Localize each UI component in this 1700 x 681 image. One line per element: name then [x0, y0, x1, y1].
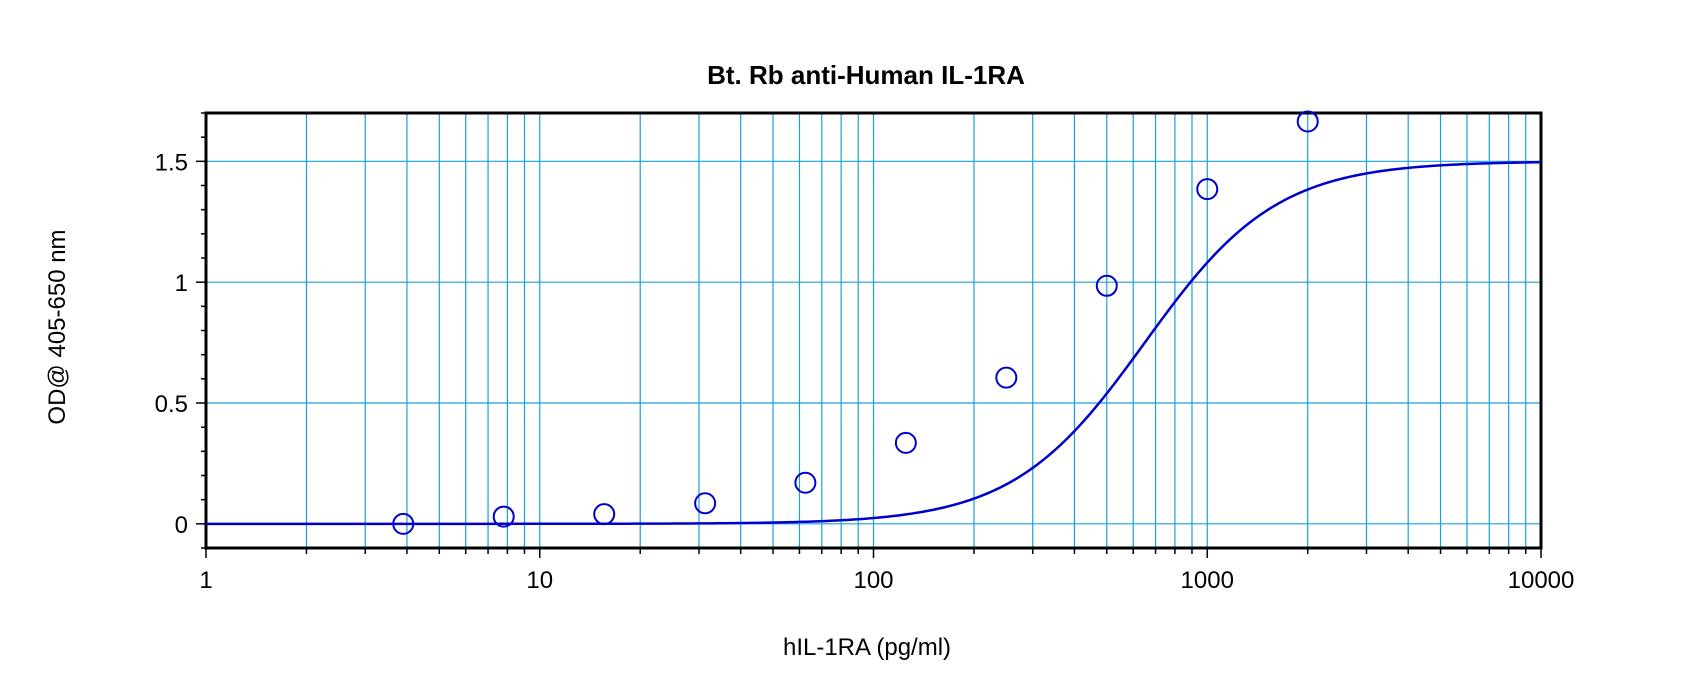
x-tick-label: 10: [526, 567, 553, 594]
data-point: [995, 366, 1018, 389]
x-axis-label: hIL-1RA (pg/ml): [783, 634, 951, 661]
y-tick-label: 1.5: [155, 149, 188, 176]
chart-title: Bt. Rb anti-Human IL-1RA: [707, 60, 1025, 90]
data-point: [1095, 274, 1118, 297]
data-point: [492, 505, 515, 528]
y-tick-label: 0.5: [155, 391, 188, 418]
y-tick-label: 0: [175, 512, 188, 539]
curve-layer: [206, 160, 1542, 526]
x-tick-label: 1000: [1181, 567, 1234, 594]
y-axis-label: OD@ 405-650 nm: [44, 229, 71, 424]
fit-curve: [206, 160, 1542, 526]
data-point: [593, 503, 616, 526]
x-tick-label: 100: [853, 567, 893, 594]
data-point: [694, 492, 717, 515]
y-tick-label: 1: [175, 270, 188, 297]
data-point: [894, 431, 917, 454]
data-point: [392, 512, 415, 535]
data-point: [1196, 178, 1219, 201]
data-point: [794, 471, 817, 494]
x-tick-label: 1: [199, 567, 212, 594]
axes-layer: [196, 111, 1543, 558]
points-layer: [392, 110, 1319, 535]
x-tick-label: 10000: [1508, 567, 1575, 594]
ticks-layer: 1 10 100 1000 10000 0 0.5 1 1.5: [155, 149, 1575, 594]
data-point: [1296, 110, 1319, 133]
